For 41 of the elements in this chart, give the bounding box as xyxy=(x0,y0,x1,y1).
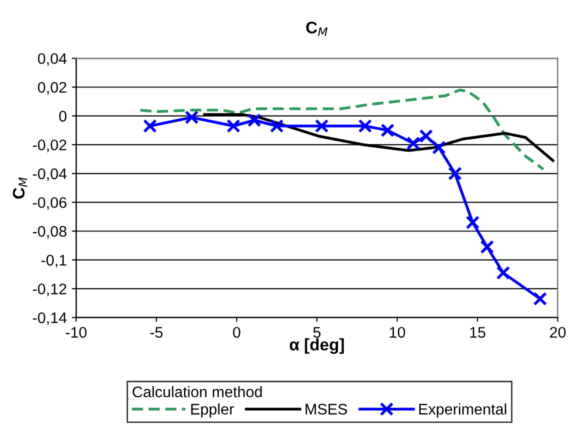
legend-label: Eppler xyxy=(191,403,234,418)
y-tick-label: -0,06 xyxy=(32,197,66,210)
y-tick-label: -0,02 xyxy=(32,140,66,152)
point xyxy=(184,110,199,124)
y-tick-label: -0,14 xyxy=(32,312,67,326)
x-tick-label: 5 xyxy=(313,327,321,338)
line-series xyxy=(138,88,545,171)
legend-label: Experimental xyxy=(419,403,506,418)
point xyxy=(406,136,420,150)
y-axis-title: C$_{M}$ xyxy=(12,177,28,199)
y-tick-label: 0,04 xyxy=(38,53,67,66)
point xyxy=(143,119,157,133)
y-tick-label: -0,08 xyxy=(32,226,66,239)
point xyxy=(432,140,446,155)
x-tick-label: 20 xyxy=(550,326,566,338)
point xyxy=(314,119,329,133)
point xyxy=(358,119,372,133)
point xyxy=(480,240,494,254)
point xyxy=(226,119,240,133)
x-axis-title: α [deg] xyxy=(290,338,344,354)
x-tick-label: -10 xyxy=(66,326,87,338)
y-tick-label: -0,1 xyxy=(41,254,66,268)
x-tick-label: -5 xyxy=(150,327,163,338)
x-tick-label: 10 xyxy=(390,326,406,338)
legend-label: MSES xyxy=(306,404,348,415)
point xyxy=(419,129,434,144)
chart-title: C$_{M}$ xyxy=(306,22,328,36)
x-tick-label: 0 xyxy=(233,326,240,338)
point xyxy=(448,166,462,180)
y-tick-label: 0,02 xyxy=(38,82,66,95)
y-tick-label: 0 xyxy=(59,110,66,122)
y-tick-label: -0,12 xyxy=(32,284,66,296)
point xyxy=(270,119,284,133)
point xyxy=(466,216,480,230)
y-tick-label: -0,04 xyxy=(32,168,67,182)
point xyxy=(380,123,395,138)
point xyxy=(247,113,262,128)
legend-title: Calculation method xyxy=(132,386,262,398)
x-tick-label: 15 xyxy=(470,327,486,338)
point xyxy=(533,292,548,306)
point xyxy=(496,266,510,280)
